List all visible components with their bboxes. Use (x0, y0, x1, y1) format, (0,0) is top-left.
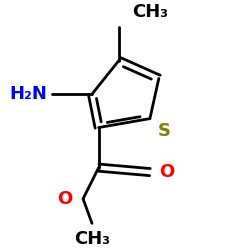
Text: CH₃: CH₃ (132, 2, 168, 21)
Text: S: S (158, 122, 171, 140)
Text: O: O (57, 190, 72, 208)
Text: H₂N: H₂N (10, 85, 48, 103)
Text: CH₃: CH₃ (74, 230, 110, 248)
Text: O: O (159, 163, 174, 181)
